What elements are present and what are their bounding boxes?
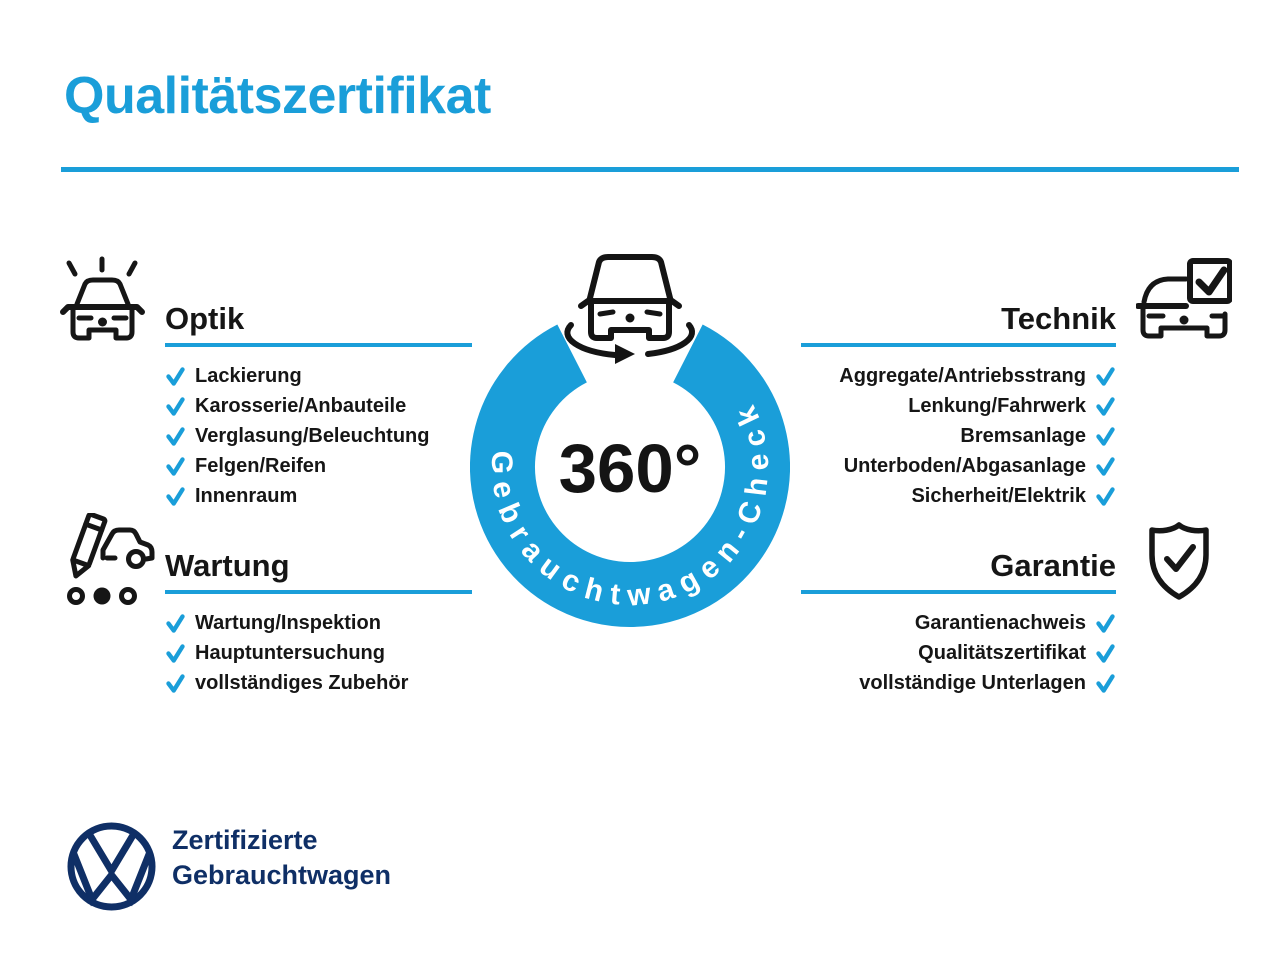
check-icon — [166, 456, 185, 476]
checklist-item: Garantienachweis — [801, 608, 1116, 638]
checklist-item-label: Karosserie/Anbauteile — [195, 394, 407, 417]
optik-checklist: Lackierung Karosserie/Anbauteile Verglas… — [165, 361, 472, 511]
checklist-item: Aggregate/Antriebsstrang — [801, 361, 1116, 391]
checklist-item-label: Felgen/Reifen — [195, 454, 327, 477]
checklist-item: Bremsanlage — [801, 421, 1116, 451]
checklist-item: Karosserie/Anbauteile — [165, 391, 472, 421]
check-icon — [1096, 486, 1115, 506]
checklist-item-label: Wartung/Inspektion — [195, 611, 381, 634]
checklist-item-label: Lackierung — [195, 364, 302, 387]
check-icon — [1096, 673, 1115, 693]
checklist-item-label: Garantienachweis — [914, 611, 1086, 634]
check-icon — [166, 643, 185, 663]
360-check-ring: Gebrauchtwagen-Check — [470, 324, 790, 627]
center-value: 360° — [558, 430, 702, 507]
checklist-item-label: Aggregate/Antriebsstrang — [839, 364, 1086, 387]
checklist-item: Qualitätszertifikat — [801, 638, 1116, 668]
section-technik: Technik Aggregate/Antriebsstrang Lenkung… — [801, 301, 1116, 511]
page-title: Qualitätszertifikat — [64, 67, 491, 125]
check-icon — [166, 613, 185, 633]
car-rotation-icon — [564, 254, 696, 364]
car-checklist-icon — [1136, 258, 1232, 339]
sparkling-car-icon — [60, 256, 145, 341]
checklist-item: Lackierung — [165, 361, 472, 391]
checklist-item: Innenraum — [165, 481, 472, 511]
checklist-item-label: vollständiges Zubehör — [195, 671, 409, 694]
checklist-item-label: Sicherheit/Elektrik — [911, 484, 1086, 507]
check-icon — [1096, 456, 1115, 476]
title-divider — [61, 167, 1239, 172]
check-icon — [1096, 366, 1115, 386]
vw-logo — [67, 822, 156, 911]
pencil-car-icon — [67, 513, 155, 605]
checklist-item: vollständiges Zubehör — [165, 668, 472, 698]
check-icon — [166, 426, 185, 446]
section-garantie: Garantie Garantienachweis Qualitätszerti… — [801, 548, 1116, 698]
footer-line-2: Gebrauchtwagen — [172, 860, 392, 890]
section-technik-heading: Technik — [801, 301, 1116, 347]
checklist-item-label: Hauptuntersuchung — [195, 641, 385, 664]
checklist-item-label: Unterboden/Abgasanlage — [843, 454, 1086, 477]
checklist-item-label: Innenraum — [195, 484, 298, 507]
section-optik: Optik Lackierung Karosserie/Anbauteile V… — [165, 301, 472, 511]
garantie-checklist: Garantienachweis Qualitätszertifikat vol… — [801, 608, 1116, 698]
checklist-item-label: Qualitätszertifikat — [918, 641, 1086, 664]
check-icon — [166, 366, 185, 386]
checklist-item: Hauptuntersuchung — [165, 638, 472, 668]
checklist-item: Unterboden/Abgasanlage — [801, 451, 1116, 481]
technik-checklist: Aggregate/Antriebsstrang Lenkung/Fahrwer… — [801, 361, 1116, 511]
check-icon — [1096, 613, 1115, 633]
checklist-item: Lenkung/Fahrwerk — [801, 391, 1116, 421]
check-icon — [1096, 426, 1115, 446]
section-wartung: Wartung Wartung/Inspektion Hauptuntersuc… — [165, 548, 472, 698]
section-optik-heading: Optik — [165, 301, 472, 347]
check-icon — [166, 486, 185, 506]
checklist-item: Verglasung/Beleuchtung — [165, 421, 472, 451]
checklist-item: vollständige Unterlagen — [801, 668, 1116, 698]
check-icon — [166, 396, 185, 416]
check-icon — [166, 673, 185, 693]
section-wartung-heading: Wartung — [165, 548, 472, 594]
wartung-checklist: Wartung/Inspektion Hauptuntersuchung vol… — [165, 608, 472, 698]
checklist-item: Sicherheit/Elektrik — [801, 481, 1116, 511]
footer-brand-text: Zertifizierte Gebrauchtwagen — [172, 823, 391, 893]
footer-line-1: Zertifizierte — [172, 825, 318, 855]
checklist-item-label: vollständige Unterlagen — [859, 671, 1086, 694]
checklist-item: Felgen/Reifen — [165, 451, 472, 481]
check-icon — [1096, 643, 1115, 663]
check-icon — [1096, 396, 1115, 416]
shield-check-icon — [1149, 522, 1209, 600]
checklist-item-label: Bremsanlage — [960, 424, 1086, 447]
checklist-item-label: Lenkung/Fahrwerk — [908, 394, 1086, 417]
checklist-item: Wartung/Inspektion — [165, 608, 472, 638]
checklist-item-label: Verglasung/Beleuchtung — [195, 424, 430, 447]
section-garantie-heading: Garantie — [801, 548, 1116, 594]
